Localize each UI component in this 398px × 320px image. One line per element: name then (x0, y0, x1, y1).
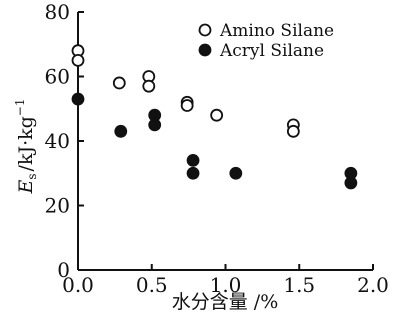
y-tick-label: 0 (57, 258, 70, 282)
data-point-amino-silane (112, 76, 126, 90)
data-point-acryl-silane (71, 92, 85, 106)
x-tick-label: 1.5 (283, 273, 315, 297)
data-point-acryl-silane (148, 118, 162, 132)
x-tick-label: 0.0 (62, 273, 94, 297)
y-tick-label: 20 (45, 194, 70, 218)
x-tick-label: 2.0 (357, 273, 389, 297)
data-point-acryl-silane (229, 166, 243, 180)
tick-labels: 0.0 0.5 1.0 1.5 2.0 0 20 40 60 80 (45, 0, 389, 297)
data-point-acryl-silane (344, 176, 358, 190)
data-points (71, 44, 358, 190)
legend-label-acryl-silane: Acryl Silane (219, 41, 324, 61)
y-tick-label: 60 (45, 65, 70, 89)
data-point-amino-silane (286, 124, 300, 138)
data-point-acryl-silane (114, 124, 128, 138)
data-point-amino-silane (210, 108, 224, 122)
data-point-acryl-silane (186, 153, 200, 167)
legend-marker-acryl-silane (198, 43, 212, 57)
legend-marker-amino-silane (198, 23, 212, 37)
y-tick-label: 80 (45, 0, 70, 24)
x-tick-label: 0.5 (136, 273, 168, 297)
y-axis-title: Es/kJ·kg−1 (13, 99, 39, 195)
data-point-acryl-silane (186, 166, 200, 180)
x-axis-title: 水分含量 /% (172, 291, 279, 313)
legend: Amino Silane Acryl Silane (198, 21, 334, 61)
x-tick-label: 1.0 (210, 273, 242, 297)
data-point-amino-silane (142, 79, 156, 93)
y-tick-label: 40 (45, 129, 70, 153)
ticks (77, 11, 374, 271)
data-point-amino-silane (180, 99, 194, 112)
legend-label-amino-silane: Amino Silane (219, 21, 334, 41)
data-point-amino-silane (71, 53, 85, 67)
